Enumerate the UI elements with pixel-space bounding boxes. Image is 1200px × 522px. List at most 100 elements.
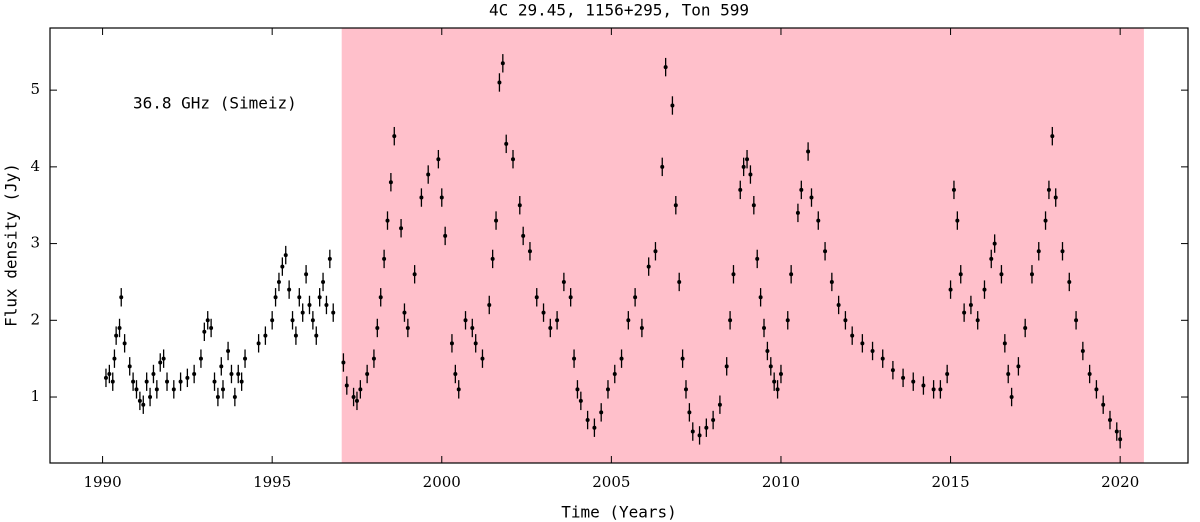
data-point [585, 418, 590, 423]
data-point [443, 233, 448, 238]
data-point [724, 364, 729, 369]
data-point [456, 387, 461, 392]
data-point [697, 433, 702, 438]
data-point [578, 398, 583, 403]
data-point [1029, 272, 1034, 277]
data-point [999, 272, 1004, 277]
data-point [127, 364, 132, 369]
data-point [453, 372, 458, 377]
data-point [1009, 395, 1014, 400]
data-point [141, 402, 146, 407]
data-point [738, 187, 743, 192]
data-point [243, 356, 248, 361]
data-point [1043, 218, 1048, 223]
data-point [680, 356, 685, 361]
data-point [419, 195, 424, 200]
data-point [151, 372, 156, 377]
data-point [310, 318, 315, 323]
x-tick-label: 2010 [762, 473, 800, 491]
y-tick-label: 3 [30, 234, 40, 252]
data-point [198, 356, 203, 361]
data-point [1050, 134, 1055, 139]
data-point [1107, 418, 1112, 423]
data-point [297, 295, 302, 300]
data-point [107, 372, 112, 377]
data-point [470, 325, 475, 330]
data-point [816, 218, 821, 223]
data-point [119, 295, 124, 300]
data-point [548, 325, 553, 330]
data-point [1080, 348, 1085, 353]
x-tick-label: 2005 [592, 473, 630, 491]
y-tick-label: 1 [30, 387, 40, 405]
data-point [436, 157, 441, 162]
data-point [768, 364, 773, 369]
data-point [399, 226, 404, 231]
data-point [968, 302, 973, 307]
data-point [989, 256, 994, 261]
data-point [317, 295, 322, 300]
data-point [178, 379, 183, 384]
y-tick-label: 4 [30, 157, 40, 175]
data-point [521, 233, 526, 238]
data-point [351, 395, 356, 400]
data-point [572, 356, 577, 361]
data-point [945, 372, 950, 377]
data-point [731, 272, 736, 277]
data-point [463, 318, 468, 323]
data-point [948, 287, 953, 292]
data-point [592, 425, 597, 430]
data-point [117, 325, 122, 330]
x-tick-label: 2000 [423, 473, 461, 491]
data-point [103, 375, 108, 380]
data-point [215, 395, 220, 400]
data-point [775, 387, 780, 392]
data-point [765, 348, 770, 353]
y-tick-label: 2 [30, 310, 40, 328]
data-point [823, 249, 828, 254]
data-point [287, 287, 292, 292]
data-point [112, 356, 117, 361]
data-point [1118, 437, 1123, 442]
data-point [497, 80, 502, 85]
data-point [982, 287, 987, 292]
plot-frame [49, 27, 1189, 464]
data-point [324, 302, 329, 307]
data-point [504, 141, 509, 146]
data-point [405, 325, 410, 330]
data-point [646, 264, 651, 269]
data-point [711, 418, 716, 423]
data-point [110, 379, 115, 384]
data-point [144, 379, 149, 384]
data-point [219, 364, 224, 369]
data-point [653, 249, 658, 254]
data-point [758, 295, 763, 300]
data-point [500, 61, 505, 66]
data-point [385, 218, 390, 223]
data-point [931, 387, 936, 392]
data-point [1053, 195, 1058, 200]
data-point [955, 218, 960, 223]
data-point [673, 203, 678, 208]
chart-title: 4C 29.45, 1156+295, Ton 599 [489, 1, 749, 20]
data-point [344, 383, 349, 388]
data-point [487, 302, 492, 307]
data-points [103, 54, 1123, 449]
data-point [263, 333, 268, 338]
data-point [670, 103, 675, 108]
data-point [473, 341, 478, 346]
data-point [1016, 364, 1021, 369]
data-point [300, 310, 305, 315]
data-point [741, 164, 746, 169]
data-point [850, 333, 855, 338]
data-point [663, 65, 668, 70]
data-point [304, 272, 309, 277]
data-point [958, 272, 963, 277]
x-tick-label: 2015 [931, 473, 969, 491]
data-point [205, 318, 210, 323]
data-point [212, 379, 217, 384]
data-point [806, 149, 811, 154]
data-point [799, 187, 804, 192]
data-point [314, 333, 319, 338]
data-point [341, 360, 346, 365]
